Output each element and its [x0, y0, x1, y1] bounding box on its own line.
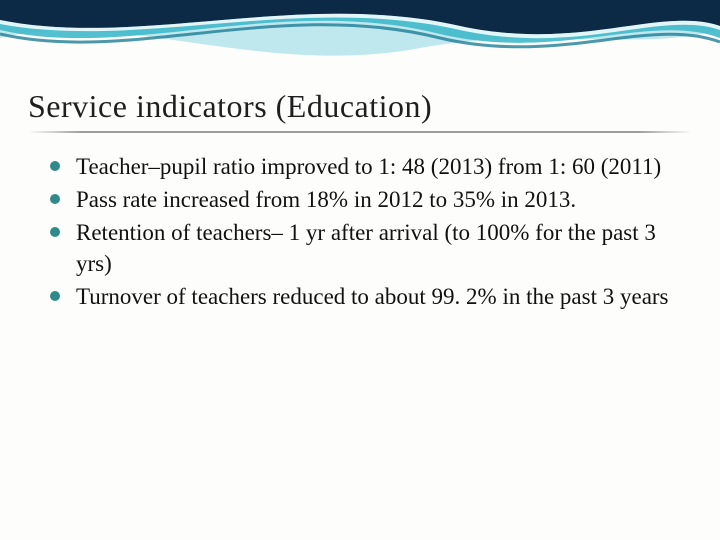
bullet-dot-icon: [50, 194, 60, 204]
slide-content: Service indicators (Education) Teacher–p…: [28, 88, 692, 314]
wave-dark-front: [0, 0, 720, 34]
bullet-list: Teacher–pupil ratio improved to 1: 48 (2…: [28, 151, 692, 312]
wave-white-crest: [0, 14, 720, 38]
wave-midteal-line: [0, 25, 720, 47]
slide-title: Service indicators (Education): [28, 88, 692, 125]
bullet-item: Teacher–pupil ratio improved to 1: 48 (2…: [56, 151, 692, 182]
bullet-dot-icon: [50, 161, 60, 171]
bullet-text: Retention of teachers– 1 yr after arriva…: [76, 220, 656, 276]
bullet-item: Pass rate increased from 18% in 2012 to …: [56, 184, 692, 215]
header-waves: [0, 0, 720, 100]
wave-teal-mid: [0, 0, 720, 43]
bullet-dot-icon: [50, 227, 60, 237]
bullet-dot-icon: [50, 291, 60, 301]
bullet-item: Retention of teachers– 1 yr after arriva…: [56, 217, 692, 279]
bullet-text: Turnover of teachers reduced to about 99…: [76, 284, 669, 309]
bullet-item: Turnover of teachers reduced to about 99…: [56, 281, 692, 312]
bullet-text: Pass rate increased from 18% in 2012 to …: [76, 187, 576, 212]
wave-aqua-back: [0, 0, 720, 56]
title-underline: [28, 131, 692, 133]
bullet-text: Teacher–pupil ratio improved to 1: 48 (2…: [76, 154, 661, 179]
